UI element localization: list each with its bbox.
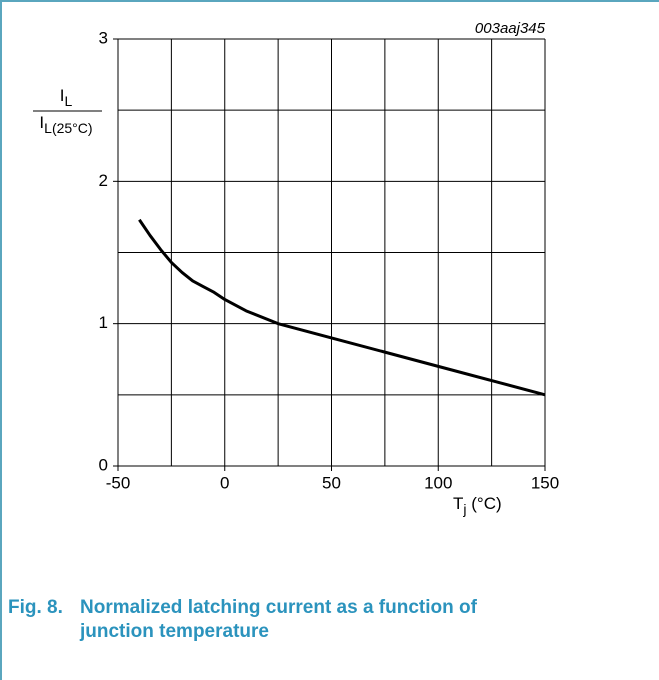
x-tick-label: 100 [424,473,452,492]
figure-label: Fig. 8. [8,597,63,618]
y-label-symbol: I [39,113,44,132]
figure-code: 003aaj345 [475,20,546,37]
x-tick-label: -50 [106,473,131,492]
caption-text: Normalized latching current as a functio… [80,597,477,642]
caption: Fig. 8. Normalized latching current as a… [8,596,520,644]
x-tick-label: 150 [531,473,559,492]
y-label-subscript: L [64,93,72,109]
y-tick-label: 3 [99,28,108,47]
y-label-symbol: I [60,86,65,105]
y-tick-label: 1 [99,313,108,332]
y-tick-label: 2 [99,171,108,190]
x-label-subscript: j [462,501,466,517]
y-axis-label-denominator: IL(25°C) [39,113,92,135]
x-axis-label: Tj (°C) [453,494,502,516]
x-label-unit: (°C) [467,494,502,513]
y-tick-label: 0 [99,455,108,474]
x-label-symbol: T [453,494,463,513]
x-tick-label: 50 [322,473,341,492]
y-label-subscript: L(25°C) [44,120,92,136]
x-tick-label: 0 [220,473,229,492]
curve [138,218,546,397]
y-axis-label-numerator: IL [60,86,73,108]
